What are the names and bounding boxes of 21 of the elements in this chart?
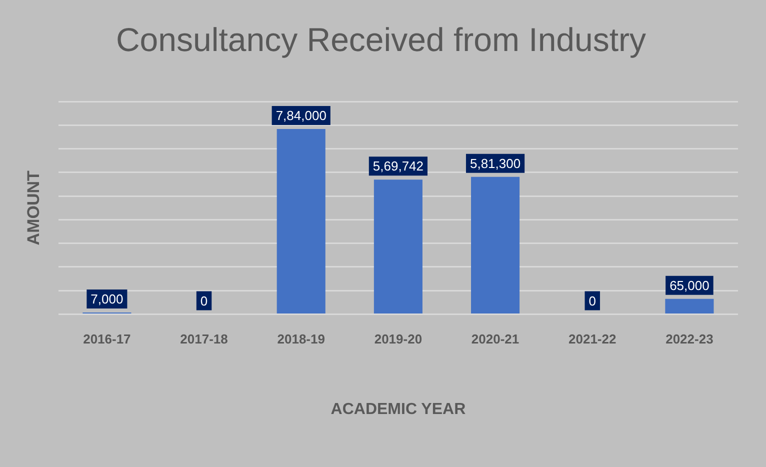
bar [665, 298, 714, 314]
x-tick-label: 2021-22 [568, 332, 616, 347]
chart-title: Consultancy Received from Industry [116, 20, 647, 58]
data-label: 0 [200, 293, 208, 308]
bar [374, 180, 422, 314]
x-tick-label: 2018-19 [277, 332, 325, 347]
x-tick-label: 2017-18 [180, 332, 228, 347]
data-label: 5,69,742 [372, 158, 424, 174]
x-tick-label: 2022-23 [666, 332, 714, 347]
data-label: 5,81,300 [470, 156, 521, 171]
bar [471, 176, 520, 314]
x-tick-label: 2019-20 [374, 332, 422, 347]
x-axis-title: ACADEMIC YEAR [330, 400, 466, 418]
data-label: 0 [588, 293, 596, 308]
x-tick-label: 2016-17 [83, 332, 131, 347]
bar [276, 129, 326, 314]
x-tick-label: 2020-21 [471, 332, 520, 347]
data-label: 7,000 [90, 292, 124, 307]
data-label: 65,000 [670, 278, 710, 293]
y-axis-title: AMOUNT [24, 170, 43, 246]
data-label: 7,84,000 [276, 108, 326, 124]
